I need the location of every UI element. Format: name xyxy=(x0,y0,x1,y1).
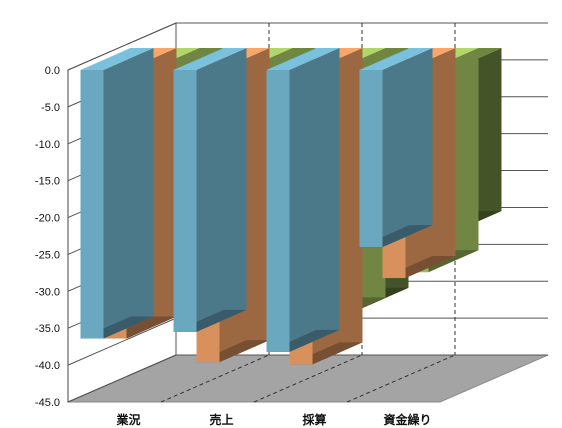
floor-divider-1 xyxy=(160,354,270,403)
bar-front xyxy=(266,70,290,352)
bar-top xyxy=(359,48,433,70)
bar-top xyxy=(266,48,340,70)
bar-top xyxy=(173,48,247,70)
floor-divider-2 xyxy=(253,354,363,403)
y-tick-label: -5.0 xyxy=(41,102,60,114)
bar-front xyxy=(359,70,383,248)
x-category-label: 売上 xyxy=(209,412,233,427)
bar-3-0 xyxy=(359,48,433,248)
bar-2-0 xyxy=(266,48,340,352)
y-tick-label: -35.0 xyxy=(35,323,60,335)
y-tick-label: -30.0 xyxy=(35,286,60,298)
bar-1-0 xyxy=(173,48,247,332)
bars xyxy=(80,48,502,365)
bar-side xyxy=(103,48,154,339)
floor-divider-3 xyxy=(346,354,456,403)
y-tick-label: -40.0 xyxy=(35,360,60,372)
x-category-label: 業況 xyxy=(115,412,140,427)
bar-front xyxy=(173,70,197,332)
y-tick-label: -10.0 xyxy=(35,139,60,151)
x-category-label: 資金繰り xyxy=(383,412,431,427)
bar-side xyxy=(196,48,247,332)
x-category-label: 採算 xyxy=(302,412,326,427)
y-tick-label: -20.0 xyxy=(35,213,60,225)
y-tick-label: -25.0 xyxy=(35,249,60,261)
gridline-side-8 xyxy=(67,317,177,366)
bar-0-0 xyxy=(80,48,154,339)
bar-side xyxy=(382,48,433,248)
x-axis-labels: 業況 売上 採算 資金繰り xyxy=(115,412,431,427)
gridline-side-9 xyxy=(67,354,177,403)
gridline-side-0 xyxy=(67,22,177,71)
bar-top xyxy=(80,48,154,70)
y-tick-label: -15.0 xyxy=(35,176,60,188)
bar-front xyxy=(80,70,104,339)
y-axis-ticks: 0.0 -5.0 -10.0 -15.0 -20.0 -25.0 -30.0 -35.0 -40… xyxy=(35,65,60,409)
y-tick-label: -45.0 xyxy=(35,397,60,409)
bar-side xyxy=(289,48,340,352)
y-tick-label: 0.0 xyxy=(45,65,60,77)
